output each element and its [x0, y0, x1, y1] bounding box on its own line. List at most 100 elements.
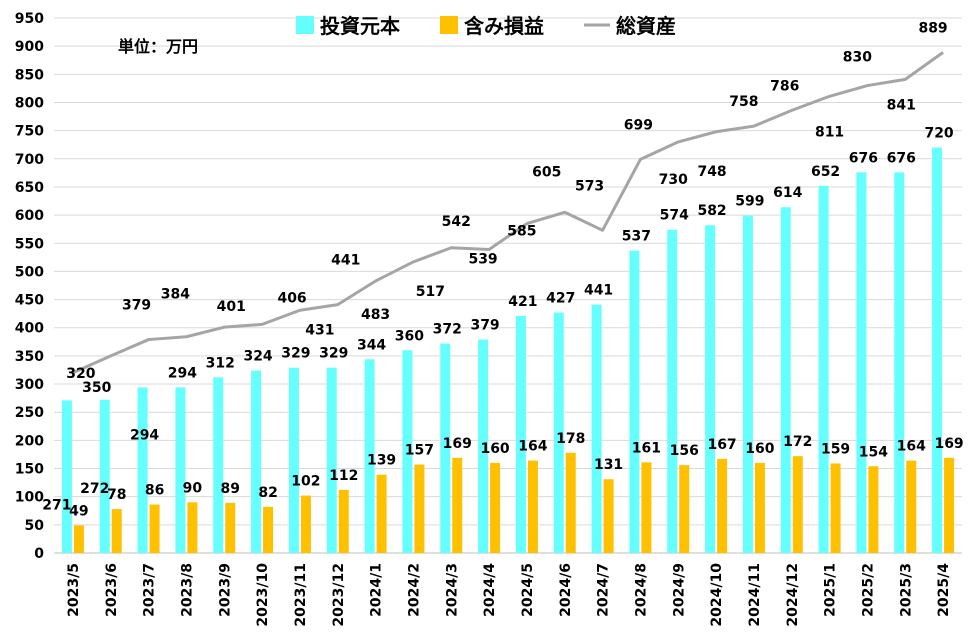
total-value-label: 811: [815, 124, 844, 140]
principal-value-label: 676: [887, 150, 916, 166]
unrealized-bar: [792, 456, 803, 553]
unrealized-bar: [527, 460, 538, 553]
unrealized-bar: [452, 457, 463, 553]
principal-value-label: 427: [546, 291, 575, 307]
principal-bar: [364, 359, 375, 553]
unrealized-value-label: 164: [518, 439, 547, 455]
principal-bar: [61, 400, 72, 553]
unrealized-bar: [300, 495, 311, 553]
unrealized-bar: [414, 464, 425, 553]
y-tick-label: 350: [15, 349, 44, 365]
principal-bar: [591, 304, 602, 553]
principal-bar: [515, 315, 526, 553]
principal-value-label: 582: [697, 203, 726, 219]
unrealized-bar: [906, 460, 917, 553]
total-value-label: 350: [82, 380, 111, 396]
total-value-label: 542: [442, 214, 471, 230]
principal-bar: [99, 399, 110, 553]
y-tick-label: 0: [34, 546, 44, 562]
principal-value-label: 379: [470, 318, 499, 334]
principal-value-label: 294: [168, 365, 197, 381]
principal-bar: [856, 172, 867, 553]
unrealized-value-label: 139: [367, 453, 396, 469]
principal-value-label: 652: [811, 164, 840, 180]
unrealized-value-label: 49: [69, 503, 88, 519]
principal-bar: [440, 343, 451, 553]
principal-value-label: 614: [773, 185, 802, 201]
unrealized-bar: [187, 502, 198, 553]
x-tick-label: 2023/7: [142, 563, 158, 617]
x-tick-label: 2025/1: [823, 563, 839, 617]
x-tick-label: 2023/11: [293, 563, 309, 627]
y-tick-label: 50: [25, 518, 45, 534]
principal-value-label: 294: [130, 427, 159, 443]
principal-value-label: 441: [584, 283, 613, 299]
total-value-label: 699: [624, 117, 653, 133]
y-tick-label: 600: [15, 208, 44, 224]
x-tick-label: 2024/12: [785, 563, 801, 627]
legend-label-principal: 投資元本: [320, 14, 400, 38]
y-axis: 0 50 100 150 200 250 300 350 400 450 500 550 600 650 7…: [15, 11, 44, 562]
total-assets-line: [72, 51, 944, 375]
principal-bar: [326, 367, 337, 553]
principal-value-label: 344: [357, 337, 386, 353]
unrealized-bar: [830, 463, 841, 553]
unrealized-value-label: 169: [934, 436, 963, 452]
unrealized-bar: [641, 462, 652, 553]
total-value-label: 889: [918, 20, 947, 36]
total-value-label: 441: [331, 253, 360, 269]
legend-label-unrealized: 含み損益: [464, 14, 544, 38]
unrealized-value-label: 90: [183, 480, 203, 496]
y-tick-label: 900: [15, 39, 44, 55]
x-tick-label: 2025/2: [860, 563, 876, 617]
total-value-label: 830: [843, 50, 872, 66]
unrealized-value-label: 159: [821, 441, 850, 457]
total-value-label: 605: [532, 164, 561, 180]
principal-value-label: 329: [319, 346, 348, 362]
unrealized-value-label: 89: [221, 481, 240, 497]
x-tick-label: 2023/6: [104, 563, 120, 617]
principal-bar: [478, 339, 489, 553]
principal-value-label: 312: [206, 355, 235, 371]
y-tick-label: 650: [15, 180, 44, 196]
unrealized-value-label: 160: [480, 441, 509, 457]
unrealized-value-label: 172: [783, 434, 812, 450]
y-tick-label: 950: [15, 11, 44, 27]
y-tick-label: 100: [15, 490, 44, 506]
unrealized-value-label: 167: [707, 437, 736, 453]
total-value-label: 401: [217, 299, 246, 315]
x-axis: 2023/5 2023/6 2023/7 2023/8 2023/9 2023/10 202…: [54, 552, 962, 627]
y-tick-label: 750: [15, 124, 44, 140]
x-tick-label: 2023/5: [66, 563, 82, 617]
unrealized-value-label: 161: [632, 440, 661, 456]
y-tick-label: 450: [15, 293, 44, 309]
principal-value-label: 271: [42, 497, 71, 513]
principal-bar: [667, 229, 678, 553]
total-value-label: 320: [66, 366, 95, 382]
unrealized-bar: [944, 457, 955, 553]
unrealized-bar: [717, 458, 728, 553]
x-tick-label: 2024/10: [709, 563, 725, 627]
principal-value-label: 537: [622, 229, 651, 245]
unit-label: 単位：万円: [118, 37, 198, 56]
y-tick-label: 200: [15, 433, 44, 449]
unrealized-value-label: 178: [556, 431, 585, 447]
total-value-label: 483: [361, 307, 390, 323]
x-tick-label: 2024/2: [406, 563, 422, 617]
principal-bar: [553, 312, 564, 553]
x-tick-label: 2023/8: [179, 563, 195, 617]
principal-bar: [137, 387, 148, 553]
unrealized-value-label: 169: [443, 436, 472, 452]
principal-bar: [742, 215, 753, 553]
y-tick-label: 700: [15, 152, 44, 168]
unrealized-bar: [376, 474, 387, 553]
x-tick-label: 2023/12: [331, 563, 347, 627]
unrealized-value-label: 160: [745, 441, 774, 457]
bars: [61, 147, 955, 554]
x-tick-label: 2024/1: [369, 563, 385, 617]
legend-label-total: 総資産: [616, 14, 676, 38]
y-tick-label: 300: [15, 377, 44, 393]
unrealized-value-label: 78: [107, 487, 126, 503]
unrealized-bar: [868, 466, 879, 553]
